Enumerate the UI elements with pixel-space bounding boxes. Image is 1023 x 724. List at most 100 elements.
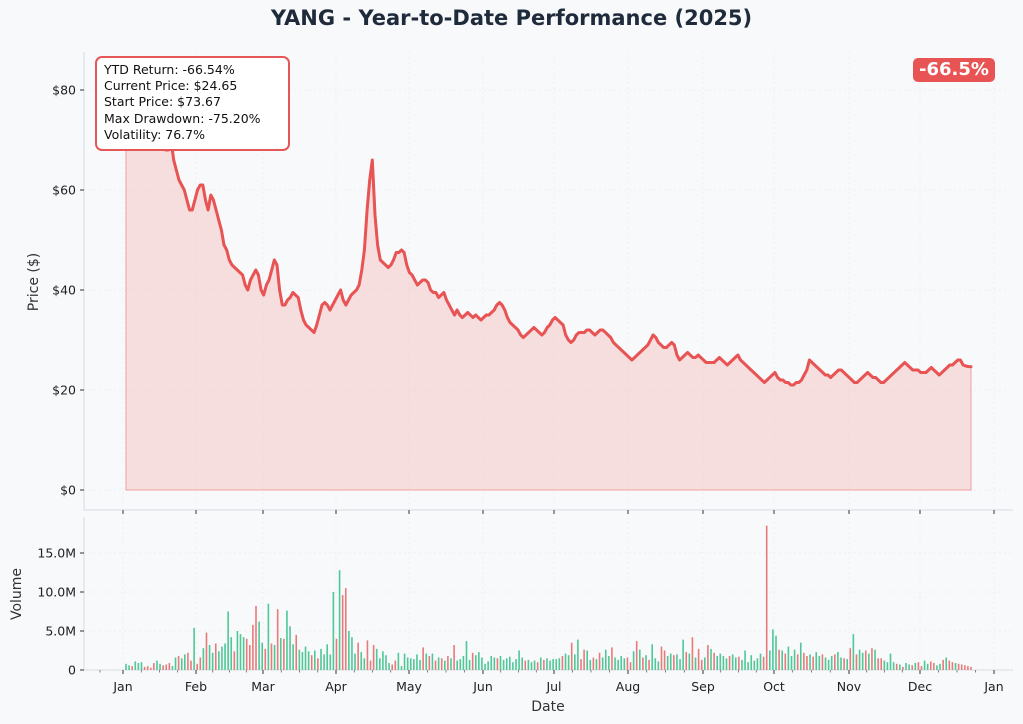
volume-bar [799,642,802,670]
volume-bar [487,661,489,670]
volume-bar [598,652,601,670]
volume-bar [459,659,462,670]
volume-bar [543,659,545,670]
volume-bar [499,656,502,670]
volume-bar [793,649,796,670]
volume-bar [868,653,870,670]
volume-bar [917,662,920,670]
volume-bar [521,657,523,670]
return-badge: -66.5% [913,58,995,82]
volume-bar [190,660,192,670]
volume-bar [750,655,753,670]
volume-bar [716,656,718,670]
volume-bar [153,663,155,670]
volume-bar [406,657,409,670]
volume-bar [583,649,585,670]
volume-bar [555,659,558,670]
volume-bar [276,609,279,670]
volume-bar [651,644,653,670]
volume-bar [580,659,582,670]
volume-bar [908,664,910,670]
volume-bar [502,659,505,670]
volume-bar [673,655,675,670]
volume-bar [478,652,480,670]
x-tick-label: Nov [837,679,862,694]
volume-bar [413,659,415,670]
volume-bar [834,654,836,670]
stat-current-price: Current Price: $24.65 [104,78,238,94]
volume-bar [669,653,672,670]
volume-bar [765,525,768,670]
volume-bar [595,659,598,670]
volume-bar [279,638,282,670]
volume-bar [221,646,223,670]
volume-bar [769,650,771,670]
volume-bar [957,663,960,670]
volume-bar [375,648,378,670]
volume-bar [694,657,697,670]
volume-bar [428,656,431,670]
volume-bar [453,645,455,670]
volume-bar [357,642,359,670]
volume-bar [929,661,932,670]
volume-bar [728,656,731,670]
volume-bar [936,665,938,670]
volume-bar [772,629,774,670]
volume-bar [165,664,168,670]
volume-bar [298,649,301,670]
volume-y-tick-label: 15.0M [37,546,76,561]
volume-bar [892,662,895,670]
volume-bar [877,658,879,670]
volume-bar [617,659,619,670]
volume-bar [261,642,263,670]
volume-bar [787,646,790,670]
volume-bar [883,660,886,670]
x-tick-label: Apr [325,679,347,694]
volume-bar [880,658,883,670]
volume-bar [666,656,669,670]
volume-bar [227,611,229,670]
volume-bar [592,657,595,670]
volume-bar [843,658,845,670]
volume-bar [861,652,864,670]
volume-bar [549,660,551,670]
volume-bar [450,658,452,670]
volume-bar [645,655,647,670]
volume-bar [945,657,948,670]
volume-bar [948,660,951,670]
volume-bar [295,634,298,670]
volume-bar [759,653,762,670]
volume-bar [149,667,152,670]
x-tick-label: Jul [545,679,561,694]
volume-bar [586,650,588,670]
volume-bar [326,644,328,670]
price-y-tick-label: $20 [52,383,76,398]
volume-bar [255,606,257,670]
volume-bar [273,645,276,670]
volume-bar [911,665,913,670]
volume-bar [264,648,267,670]
volume-bar [809,654,811,670]
volume-bar [722,656,725,670]
volume-bar [697,648,700,670]
volume-bar [895,663,898,670]
volume-bar [419,659,421,670]
x-axis-label: Date [531,699,564,715]
volume-bar [635,641,638,670]
volume-bar [211,652,214,670]
volume-bar [942,659,944,670]
volume-bar [611,647,613,670]
volume-bar [899,664,901,670]
volume-bar [564,653,567,670]
volume-bar [180,658,183,670]
volume-bar [663,650,666,670]
volume-bar [679,659,681,670]
volume-bar [193,627,195,670]
volume-bar [704,657,706,670]
volume-bar [385,655,387,670]
volume-bar [676,654,678,670]
volume-bar [970,666,972,670]
volume-bar [837,652,839,670]
volume-bar [379,658,381,670]
volume-bar [914,663,917,670]
